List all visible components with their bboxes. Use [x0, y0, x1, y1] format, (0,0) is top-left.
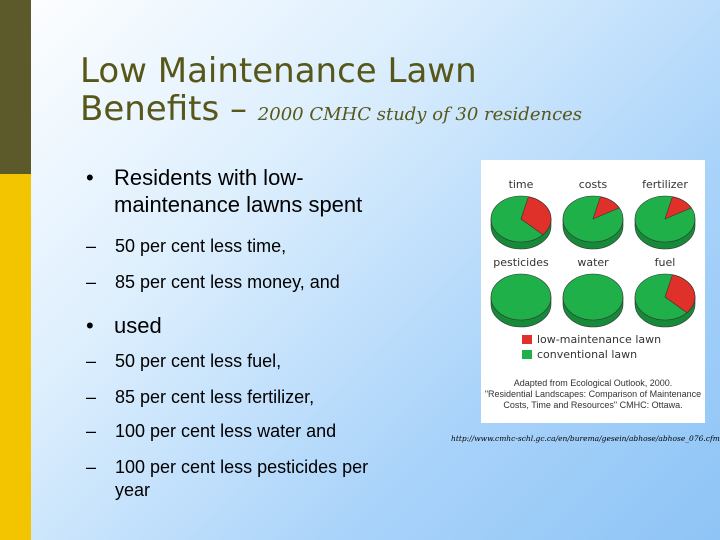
legend-swatch-low: [522, 335, 532, 344]
bullet-dash: –: [86, 387, 97, 407]
bullet-1-line-2: maintenance lawns spent: [114, 192, 363, 217]
bullet-dot: •: [86, 313, 94, 338]
pie-time: [490, 195, 552, 250]
pie-label-fuel: fuel: [654, 256, 676, 269]
pie-fuel: [634, 273, 696, 328]
legend-label-low: low-maintenance lawn: [537, 333, 662, 346]
figure-credit: Adapted from Ecological Outlook, 2000. "…: [481, 378, 705, 411]
pie-costs: [562, 195, 624, 250]
pie-label-water: water: [577, 256, 609, 269]
pie-label-costs: costs: [578, 178, 608, 191]
bullet-dash: –: [86, 457, 97, 477]
pie-fertilizer: [634, 195, 696, 250]
credit-line-3: Costs, Time and Resources" CMHC: Ottawa.: [503, 400, 683, 410]
pie-slice-conventional: [490, 273, 552, 321]
accent-bar-olive: [0, 0, 31, 174]
bullet-dash: –: [86, 351, 97, 371]
pie-water: [562, 273, 624, 328]
pie-label-fertilizer: fertilizer: [642, 178, 688, 191]
pie-label-pesticides: pesticides: [493, 256, 549, 269]
sub-bullet-pesticides-line-1: 100 per cent less pesticides per: [115, 457, 369, 477]
pie-slice-low: [664, 196, 692, 220]
bullet-dot: •: [86, 165, 94, 190]
bullet-dash: –: [86, 272, 97, 292]
slide-title: Low Maintenance Lawn Benefits – 2000 CMH…: [80, 52, 582, 134]
pie-pesticides: [490, 273, 552, 328]
source-url[interactable]: http://www.cmhc-schl.gc.ca/en/burema/ges…: [451, 434, 720, 443]
bullet-dash: –: [86, 236, 97, 256]
pie-slice-low: [520, 196, 552, 236]
pie-chart-figure: time costs fertilizer pesticides water fuel l…: [481, 160, 705, 423]
sub-bullet-money-text: 85 per cent less money, and: [115, 272, 340, 292]
sub-bullet-time-text: 50 per cent less time,: [115, 236, 287, 256]
legend-label-conventional: conventional lawn: [537, 348, 638, 361]
credit-line-2: "Residential Landscapes: Comparison of M…: [484, 389, 702, 399]
credit-line-1: Adapted from Ecological Outlook, 2000.: [513, 378, 673, 388]
pie-slice-conventional: [562, 273, 624, 321]
pie-label-time: time: [508, 178, 534, 191]
title-line-2: Benefits – 2000 CMHC study of 30 residen…: [80, 90, 582, 134]
accent-bar-yellow: [0, 174, 31, 540]
sub-bullet-water-text: 100 per cent less water and: [115, 421, 337, 441]
title-subtitle: 2000 CMHC study of 30 residences: [257, 104, 583, 125]
title-line-2-main: Benefits –: [80, 89, 247, 129]
sub-bullet-fertilizer-text: 85 per cent less fertilizer,: [115, 387, 315, 407]
sub-bullet-fuel-text: 50 per cent less fuel,: [115, 351, 282, 371]
pie-slice-low: [592, 196, 620, 220]
bullet-dash: –: [86, 421, 97, 441]
bullet-1-line-1: Residents with low-: [114, 165, 304, 190]
legend-swatch-conventional: [522, 350, 532, 359]
pie-slice-low: [664, 274, 696, 314]
sub-bullet-pesticides-line-2: year: [115, 480, 151, 500]
bullet-2-text: used: [114, 313, 162, 338]
title-line-1: Low Maintenance Lawn: [80, 51, 477, 91]
